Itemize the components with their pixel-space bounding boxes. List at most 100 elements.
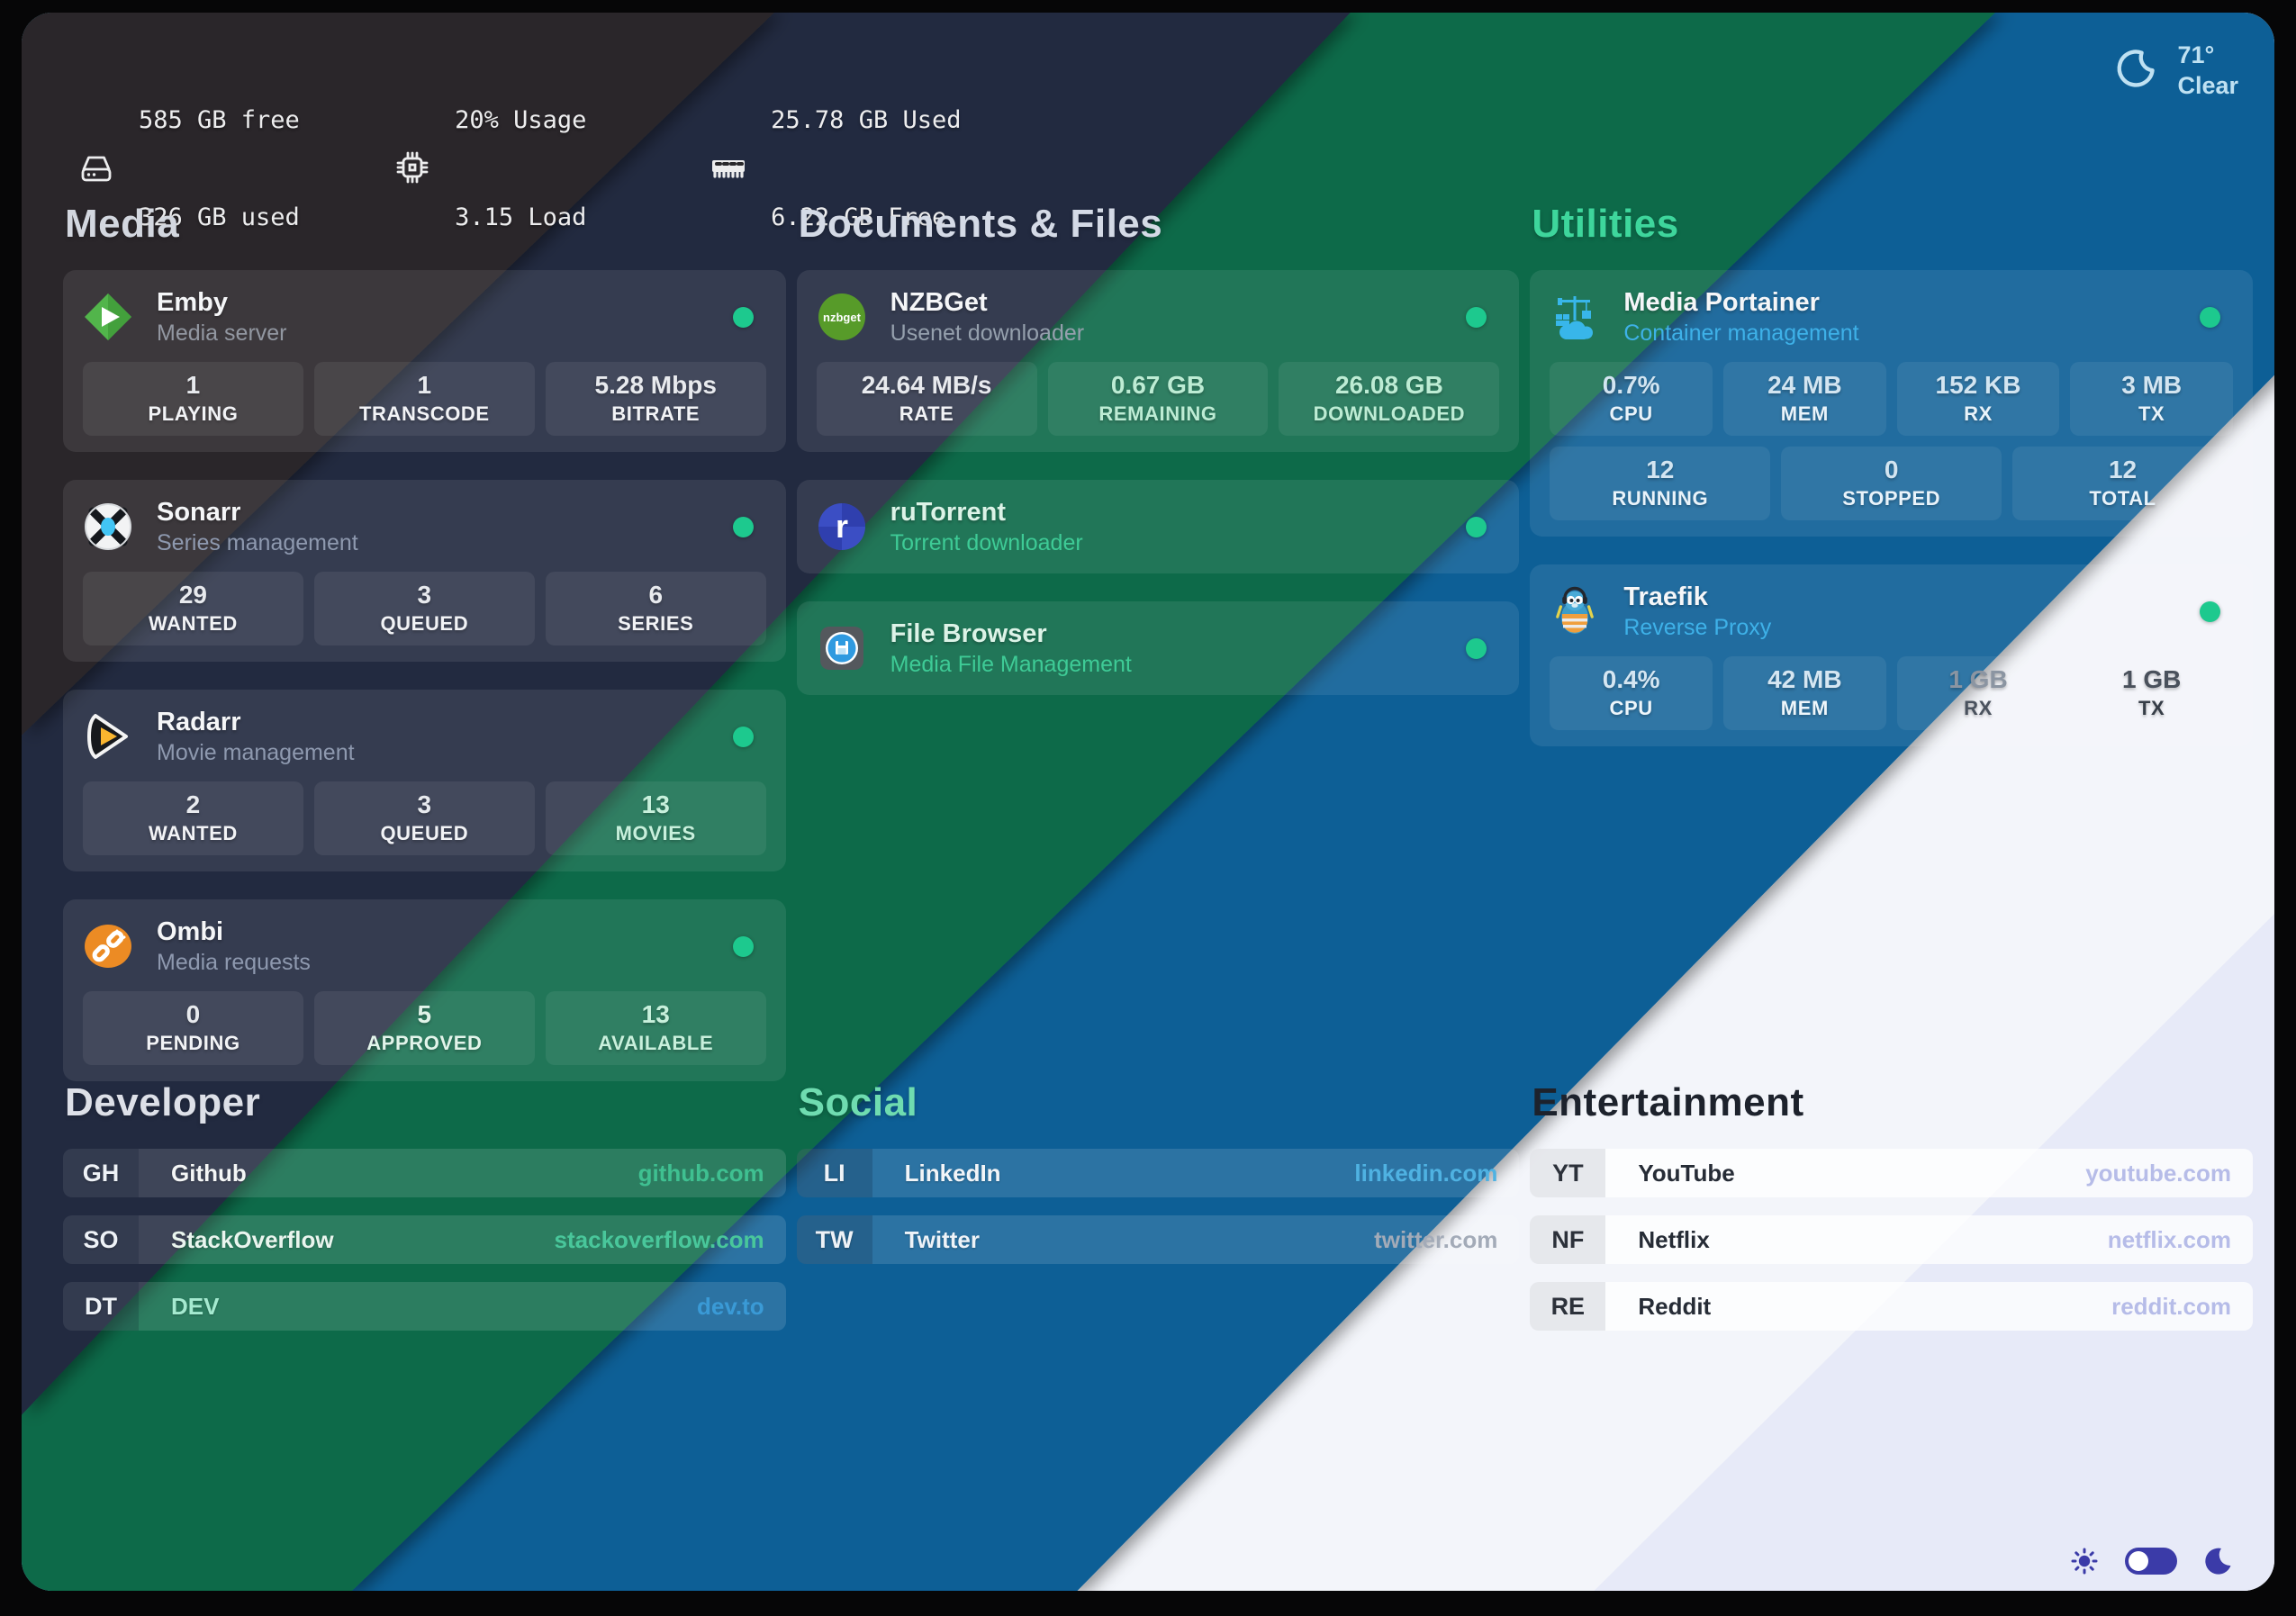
stat-value: 5 bbox=[417, 1000, 432, 1028]
cpu-icon bbox=[392, 147, 433, 193]
stat-cell-wanted: 2 WANTED bbox=[83, 781, 303, 855]
weather-temperature: 71° bbox=[2177, 41, 2215, 68]
stat-value: 2 bbox=[185, 790, 201, 818]
section-title-entertainment: Entertainment bbox=[1532, 1080, 1804, 1124]
section-developer: Developer GH Github github.com SO StackOverfl… bbox=[63, 1080, 786, 1349]
link-label: StackOverflow bbox=[171, 1225, 334, 1253]
weather-condition: Clear bbox=[2177, 72, 2238, 99]
app-card-header: Media Portainer Container management bbox=[1550, 286, 2233, 348]
link-row-stackoverflow[interactable]: SO StackOverflow stackoverflow.com bbox=[63, 1215, 786, 1264]
section-title-media: Media bbox=[65, 202, 180, 246]
app-names: ruTorrent Torrent downloader bbox=[890, 496, 1467, 557]
section-documents: Documents & Files nzbget NZBGet Usenet down… bbox=[796, 202, 1520, 1080]
app-card-filebrowser[interactable]: File Browser Media File Management bbox=[796, 601, 1520, 695]
link-tag: TW bbox=[796, 1215, 872, 1264]
stat-value: 3 bbox=[417, 790, 432, 818]
link-tag: YT bbox=[1530, 1149, 1606, 1197]
disk-free: 585 GB free bbox=[139, 106, 300, 134]
section-utilities: Utilities Media Portainer Container manage… bbox=[1530, 202, 2253, 1080]
cpu-load: 3.15 Load bbox=[455, 203, 587, 231]
stat-cell-cpu: 0.7% CPU bbox=[1550, 362, 1713, 436]
stat-row: 24.64 MB/s RATE 0.67 GB REMAINING 26.08 GB DO… bbox=[816, 362, 1500, 436]
weather-moon-icon bbox=[2112, 46, 2157, 95]
app-title: NZBGet bbox=[890, 288, 988, 317]
link-row-github[interactable]: GH Github github.com bbox=[63, 1149, 786, 1197]
portainer-logo-icon bbox=[1550, 292, 1600, 342]
link-row-reddit[interactable]: RE Reddit reddit.com bbox=[1530, 1282, 2253, 1331]
theme-toggle-knob bbox=[2129, 1551, 2148, 1571]
memory-free: 6.22 GB Free bbox=[771, 203, 947, 231]
stat-cell-playing: 1 PLAYING bbox=[83, 362, 303, 436]
link-row-twitter[interactable]: TW Twitter twitter.com bbox=[796, 1215, 1520, 1264]
stat-label: WANTED bbox=[148, 612, 238, 635]
stat-label: TOTAL bbox=[2089, 487, 2156, 510]
link-label: LinkedIn bbox=[904, 1159, 1001, 1187]
app-card-rutorrent[interactable]: r ruTorrent Torrent downloader bbox=[796, 480, 1520, 573]
sun-icon[interactable] bbox=[2069, 1546, 2100, 1576]
stat-label: CPU bbox=[1609, 697, 1653, 719]
nzbget-logo-icon: nzbget bbox=[817, 292, 867, 342]
section-title-social: Social bbox=[798, 1080, 918, 1124]
moon-icon[interactable] bbox=[2202, 1546, 2233, 1576]
status-online-dot bbox=[732, 306, 754, 328]
app-card-emby[interactable]: Emby Media server 1 PLAYING 1 TRANSCODE 5.28 M… bbox=[63, 270, 786, 452]
stat-row: 0.4% CPU 42 MB MEM 1 GB RX 1 GB TX bbox=[1550, 656, 2234, 730]
sonarr-logo-icon bbox=[83, 501, 133, 552]
dashboard: 585 GB free 326 GB used 20% Usage 3.15 L… bbox=[22, 13, 2274, 1591]
radarr-logo-icon bbox=[83, 711, 133, 762]
link-url: youtube.com bbox=[2085, 1159, 2231, 1187]
app-card-nzbget[interactable]: nzbget NZBGet Usenet downloader 24.64 MB/s R… bbox=[796, 270, 1520, 452]
app-card-portainer[interactable]: Media Portainer Container management 0.7% C… bbox=[1530, 270, 2253, 537]
status-online-dot bbox=[2200, 600, 2220, 622]
link-url: linkedin.com bbox=[1354, 1159, 1498, 1187]
stat-cell-available: 13 AVAILABLE bbox=[545, 991, 766, 1065]
sections-grid: Media Emby Media server 1 PLAYING 1 TRANSCODE 5… bbox=[63, 202, 2253, 1349]
status-online-dot bbox=[1466, 637, 1487, 659]
link-label: Netflix bbox=[1638, 1225, 1710, 1253]
link-row-linkedin[interactable]: LI LinkedIn linkedin.com bbox=[796, 1149, 1520, 1197]
link-tag: LI bbox=[796, 1149, 872, 1197]
link-url: dev.to bbox=[697, 1292, 764, 1320]
theme-toggle[interactable] bbox=[2125, 1548, 2177, 1575]
app-subtitle: Usenet downloader bbox=[890, 320, 1085, 346]
stat-value: 1 GB bbox=[2122, 665, 2182, 693]
link-row-dev[interactable]: DT DEV dev.to bbox=[63, 1282, 786, 1331]
app-card-sonarr[interactable]: Sonarr Series management 29 WANTED 3 QUEUED 6 S… bbox=[63, 480, 786, 662]
stat-value: 13 bbox=[641, 1000, 670, 1028]
rutorrent-logo-icon: r bbox=[817, 501, 867, 552]
stat-cell-queued: 3 QUEUED bbox=[313, 781, 535, 855]
app-card-radarr[interactable]: Radarr Movie management 2 WANTED 3 QUEUED 13 MO… bbox=[63, 690, 786, 871]
link-url: netflix.com bbox=[2107, 1225, 2231, 1253]
system-stats: 585 GB free 326 GB used 20% Usage 3.15 L… bbox=[76, 40, 961, 299]
app-subtitle: Torrent downloader bbox=[890, 530, 1083, 555]
stat-row: 12 RUNNING 0 STOPPED 12 TOTAL bbox=[1550, 447, 2233, 520]
app-names: Sonarr Series management bbox=[157, 496, 733, 557]
app-card-ombi[interactable]: Ombi Media requests 0 PENDING 5 APPROVED 13 AVA… bbox=[63, 899, 786, 1081]
app-names: Emby Media server bbox=[157, 286, 733, 348]
filebrowser-logo-icon bbox=[817, 623, 867, 673]
link-tag: GH bbox=[63, 1149, 139, 1197]
stat-cell-wanted: 29 WANTED bbox=[83, 572, 303, 645]
app-names: NZBGet Usenet downloader bbox=[890, 286, 1467, 348]
link-label: Twitter bbox=[904, 1225, 980, 1253]
section-title-documents: Documents & Files bbox=[798, 202, 1163, 246]
stat-label: MOVIES bbox=[615, 822, 696, 844]
section-social: Social LI LinkedIn linkedin.com TW Twitter twi… bbox=[796, 1080, 1520, 1349]
svg-text:r: r bbox=[836, 508, 848, 545]
app-card-traefik[interactable]: Traefik Reverse Proxy 0.4% CPU 42 MB MEM 1 GB R… bbox=[1530, 564, 2253, 746]
stat-label: QUEUED bbox=[380, 612, 469, 635]
link-label: DEV bbox=[171, 1292, 220, 1320]
section-media: Media Emby Media server 1 PLAYING 1 TRANSCODE 5… bbox=[63, 202, 786, 1081]
app-names: Ombi Media requests bbox=[157, 916, 733, 977]
stat-cell-running: 12 RUNNING bbox=[1550, 447, 1771, 520]
app-subtitle: Movie management bbox=[157, 740, 355, 765]
stat-cell-rate: 24.64 MB/s RATE bbox=[816, 362, 1037, 436]
app-title: Radarr bbox=[157, 708, 241, 736]
link-url: stackoverflow.com bbox=[554, 1225, 764, 1253]
stat-label: PENDING bbox=[146, 1032, 240, 1054]
stat-row: 0 PENDING 5 APPROVED 13 AVAILABLE bbox=[83, 991, 766, 1065]
link-row-youtube[interactable]: YT YouTube youtube.com bbox=[1530, 1149, 2253, 1197]
link-row-netflix[interactable]: NF Netflix netflix.com bbox=[1530, 1215, 2253, 1264]
status-online-dot bbox=[732, 935, 754, 957]
app-card-header: nzbget NZBGet Usenet downloader bbox=[817, 286, 1500, 348]
